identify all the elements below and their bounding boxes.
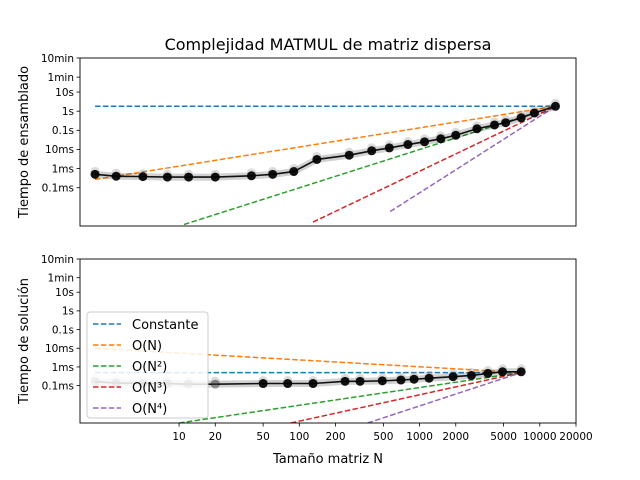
x-tick-label: 5000 [490,431,517,443]
measured-point [258,379,268,389]
axes-frame [79,57,577,227]
measured-point [384,143,394,153]
measured-point [184,172,194,182]
measured-point [436,134,446,144]
reference-line-on [178,371,522,423]
measured-point [355,376,365,386]
y-tick-label: 1ms [52,163,74,175]
measured-point [451,130,461,140]
legend-label: Constante [132,318,198,333]
measured-point [312,154,322,164]
y-tick-label: 10min [41,53,74,65]
y-tick-label: 10ms [45,144,74,156]
measured-point [529,108,539,118]
y-tick-label: 1ms [52,362,74,374]
x-tick-label: 20 [209,431,222,443]
reference-line-on [367,371,522,423]
y-tick-label: 0.1s [52,125,74,137]
x-tick-label: 10000 [523,431,556,443]
chart-title: Complejidad MATMUL de matriz dispersa [165,35,492,54]
x-tick-label: 500 [373,431,393,443]
legend-label: O(N³) [132,381,167,396]
legend [86,311,209,419]
measured-point [409,374,419,384]
measured-point [403,140,413,150]
reference-line-on [389,105,556,213]
x-tick-label: 1000 [406,431,433,443]
measured-point [111,171,121,181]
x-tick-label: 10 [172,431,185,443]
axes-frame [79,258,577,424]
measured-point [340,376,350,386]
measured-point [516,367,526,377]
measured-point [138,172,148,182]
measured-point [268,169,278,179]
y-axis-label: Tiempo de ensamblado [17,66,32,219]
measured-point [516,113,526,123]
measured-point [448,372,458,382]
measured-point [246,171,256,181]
measured-point-shadow [210,376,220,386]
x-tick-label: 2000 [442,431,469,443]
y-tick-label: 10min [41,254,74,266]
measured-point [90,169,100,179]
assembly-time-panel: 0.1ms 1ms 10ms 0.1s 1s 10s 1min 10min Tiempo de … [17,53,577,227]
measured-point [498,367,508,377]
y-tick-label: 1min [48,72,74,84]
y-tick-label: 0.1ms [42,183,74,195]
measured-point [472,124,482,134]
measured-point [424,373,434,383]
measured-point [344,150,354,160]
measured-point [283,379,293,389]
solve-time-panel: 0.1ms 1ms 10ms 0.1s 1s 10s 1min 10min 10 20 50 100 2… [17,254,593,467]
y-tick-label: 1s [62,106,74,118]
measured-point [490,120,500,130]
reference-line-on [94,105,556,181]
measured-point [367,146,377,156]
x-tick-label: 50 [256,431,269,443]
y-tick-label: 0.1ms [42,380,74,392]
measured-point [289,167,299,177]
y-tick-label: 10ms [45,343,74,355]
y-tick-label: 1s [62,306,74,318]
measured-point [377,376,387,386]
x-tick-label: 200 [325,431,345,443]
y-tick-label: 1min [48,272,74,284]
legend-label: O(N) [132,339,162,354]
measured-point [210,379,220,389]
y-axis-label: Tiempo de solución [17,278,32,405]
y-tick-label: 10s [55,87,74,99]
legend-label: O(N⁴) [132,402,167,417]
legend-label: O(N²) [132,360,167,375]
measured-point [396,375,406,385]
plot-area [90,98,560,226]
y-tick-label: 10s [55,287,74,299]
y-tick-label: 0.1s [52,324,74,336]
x-tick-label: 20000 [559,431,592,443]
measured-point [466,370,476,380]
measured-point [420,137,430,147]
measured-point [162,172,172,182]
measured-point [483,368,493,378]
measured-point [308,379,318,389]
measured-point [501,118,511,128]
x-tick-label: 100 [289,431,309,443]
reference-line-on [312,105,556,223]
x-axis-label: Tamaño matriz N [272,452,383,467]
measured-point [550,101,560,111]
measured-point [210,172,220,182]
